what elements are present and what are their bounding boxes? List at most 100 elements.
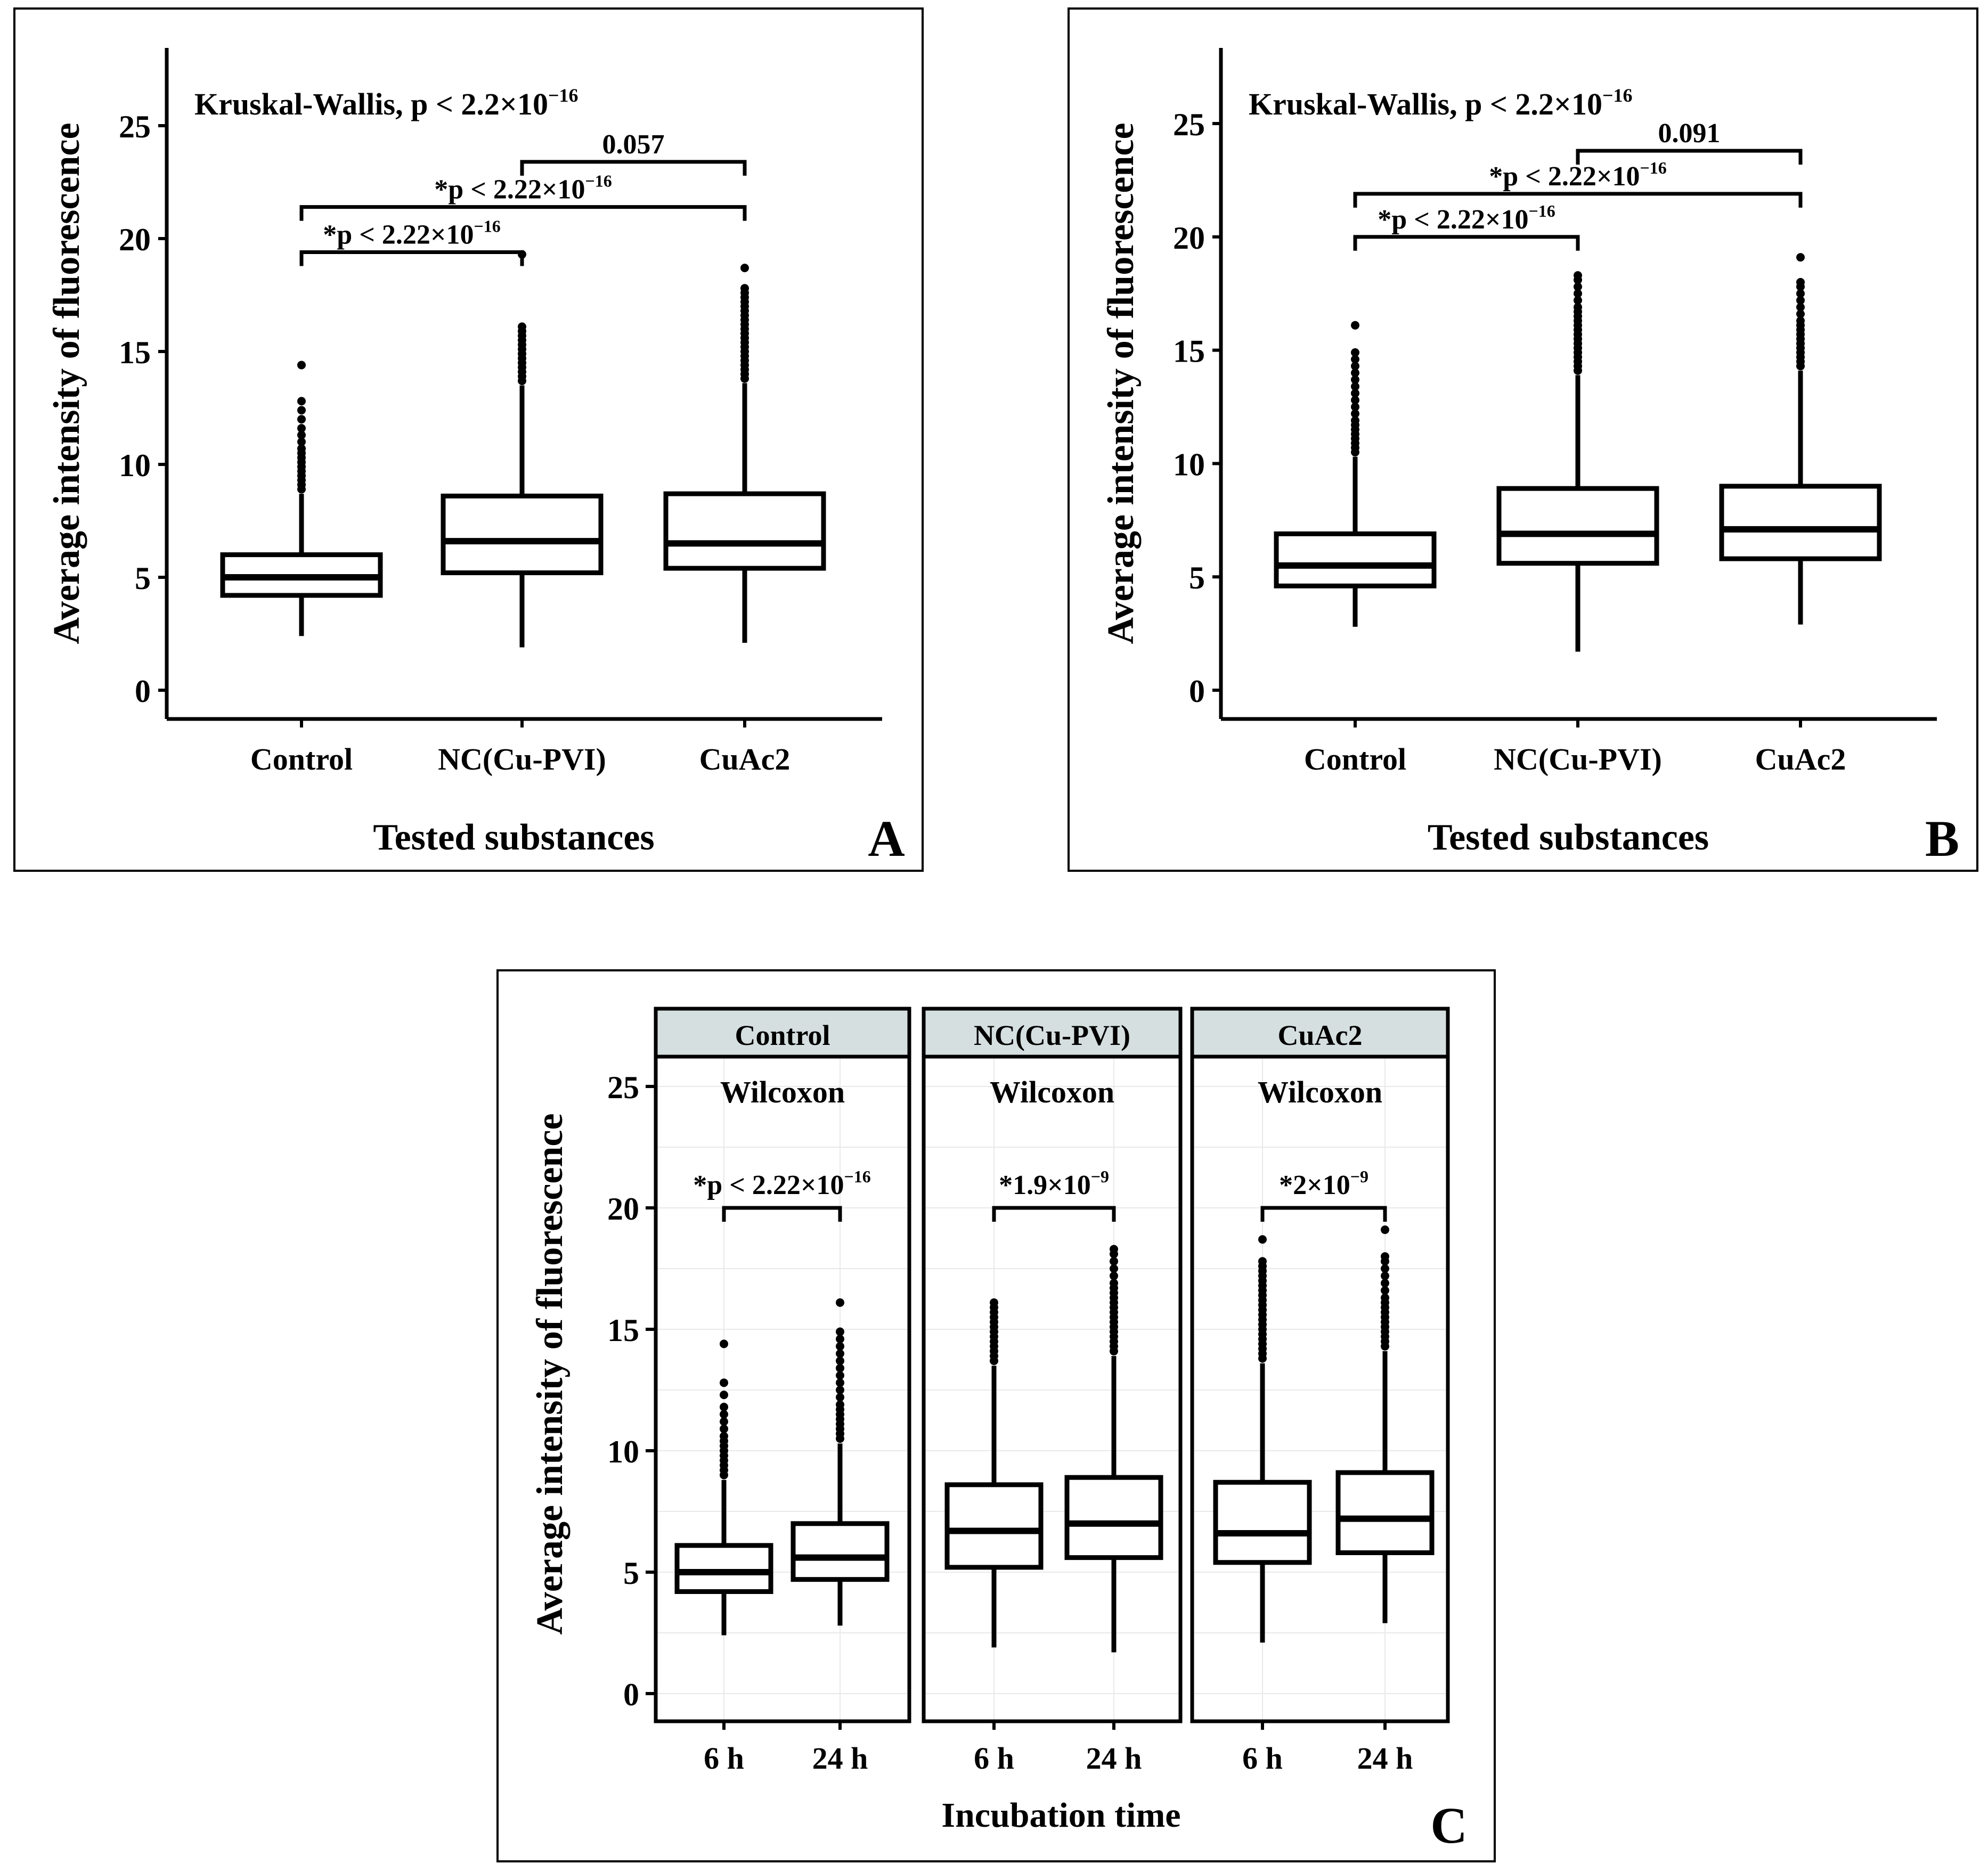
box-0-outlier bbox=[297, 430, 306, 439]
box-0-outlier bbox=[1351, 382, 1359, 391]
box-2-1-outlier bbox=[1381, 1286, 1389, 1295]
significance-label: *p < 2.22×10−16 bbox=[1489, 158, 1666, 192]
box-2-outlier bbox=[1796, 303, 1805, 312]
y-tick-label: 5 bbox=[623, 1556, 639, 1591]
box-0-0-outlier bbox=[720, 1378, 728, 1387]
box-2-outlier bbox=[1796, 296, 1805, 305]
test-label: Kruskal-Wallis, p < 2.2×10−16 bbox=[194, 85, 578, 121]
x-tick-label: 6 h bbox=[974, 1741, 1014, 1776]
x-tick-label: 24 h bbox=[1086, 1741, 1142, 1776]
facet-strip bbox=[654, 1007, 911, 1059]
box-2-outlier bbox=[1796, 316, 1805, 325]
box-0-1-outlier bbox=[836, 1386, 844, 1394]
panel-letter: B bbox=[1925, 810, 1959, 867]
box-0-outlier bbox=[297, 444, 306, 453]
significance-label: 0.091 bbox=[1658, 118, 1721, 149]
test-label: Wilcoxon bbox=[990, 1075, 1114, 1109]
significance-bracket bbox=[299, 250, 524, 266]
y-tick-label: 10 bbox=[607, 1434, 639, 1469]
box-1-outlier bbox=[1574, 282, 1582, 291]
x-tick-label: Control bbox=[1304, 742, 1406, 776]
box-0-outlier bbox=[297, 406, 306, 415]
box-2-1-outlier bbox=[1381, 1225, 1389, 1235]
significance-label: *p < 2.22×10−16 bbox=[1378, 201, 1555, 235]
box-0-outlier bbox=[1351, 362, 1359, 371]
box-0-box bbox=[1274, 531, 1437, 588]
box-0-1-outlier bbox=[836, 1371, 844, 1380]
panel-c-plot: 0 5 10 15 20 25 Average intensity of fluoresce… bbox=[529, 1007, 1468, 1854]
box-0-outlier bbox=[297, 397, 306, 406]
box-0-0-outlier bbox=[720, 1402, 728, 1411]
significance-label: *2×10−9 bbox=[1279, 1167, 1368, 1200]
box-1-1-outlier bbox=[1110, 1271, 1118, 1280]
y-tick-label: 15 bbox=[607, 1313, 639, 1348]
y-tick-label: 20 bbox=[119, 222, 151, 257]
box-0-outlier bbox=[1351, 409, 1359, 418]
box-0-1-outlier bbox=[836, 1349, 844, 1358]
box-2-0-outlier bbox=[1258, 1257, 1267, 1266]
y-tick-label: 5 bbox=[135, 561, 151, 596]
y-axis-title: Average intensity of fluorescence bbox=[46, 122, 87, 644]
panel-a-plot: 0 5 10 15 20 25 Average intensity of fluoresce… bbox=[46, 48, 905, 867]
box-2-0-outlier bbox=[1258, 1235, 1267, 1244]
panel-b-frame bbox=[1068, 7, 1978, 872]
x-tick-label: Control bbox=[250, 742, 353, 776]
box-0-outlier bbox=[1351, 416, 1359, 425]
facet-title: CuAc2 bbox=[1278, 1019, 1363, 1051]
significance-bracket bbox=[722, 1206, 842, 1222]
facet-cuac2: CuAc2 Wilcoxon *2×10−9 6 h 24 h bbox=[1190, 1007, 1450, 1776]
panel-a: 0 5 10 15 20 25 Average intensity of fluoresce… bbox=[13, 7, 924, 872]
box-0-1-outlier bbox=[836, 1378, 844, 1387]
box-2-1-outlier bbox=[1381, 1279, 1389, 1288]
box-2-box bbox=[663, 491, 826, 571]
box-2-outlier bbox=[740, 264, 749, 273]
box-0-outlier bbox=[1351, 355, 1359, 364]
box-1-1-outlier bbox=[1110, 1245, 1118, 1254]
y-tick-label: 0 bbox=[623, 1677, 639, 1712]
box-2-1-box bbox=[1335, 1470, 1435, 1556]
y-tick-label: 25 bbox=[119, 109, 151, 144]
significance-label: *p < 2.22×10−16 bbox=[693, 1167, 870, 1200]
significance-label: *p < 2.22×10−16 bbox=[434, 171, 612, 205]
panel-c: 0 5 10 15 20 25 Average intensity of fluoresce… bbox=[496, 969, 1496, 1862]
box-1-outlier bbox=[1574, 303, 1582, 312]
box-2-box bbox=[1719, 484, 1882, 561]
box-2-1-outlier bbox=[1381, 1252, 1389, 1261]
y-tick-label: 15 bbox=[1173, 334, 1205, 369]
x-tick-label: 24 h bbox=[812, 1741, 868, 1776]
box-0-outlier bbox=[1351, 396, 1359, 405]
box-0-outlier bbox=[1351, 348, 1359, 357]
x-tick-label: 6 h bbox=[1242, 1741, 1283, 1776]
facet-nc-cu-pvi-: NC(Cu-PVI) Wilcoxon *1.9×10−9 6 h 24 h bbox=[922, 1007, 1183, 1776]
y-tick-label: 10 bbox=[119, 448, 151, 483]
significance-label: 0.057 bbox=[602, 129, 665, 160]
box-1-box bbox=[1496, 486, 1659, 566]
box-2-outlier bbox=[740, 284, 749, 293]
y-tick-label: 5 bbox=[1189, 560, 1205, 595]
test-label: Kruskal-Wallis, p < 2.2×10−16 bbox=[1249, 85, 1632, 121]
significance-bracket bbox=[1260, 1206, 1387, 1222]
box-1-box bbox=[441, 493, 604, 576]
box-1-1-box bbox=[1064, 1475, 1163, 1560]
facet-border bbox=[1190, 1054, 1450, 1723]
box-0-outlier bbox=[1351, 403, 1359, 411]
box-0-outlier bbox=[297, 361, 306, 370]
box-2-outlier bbox=[1796, 309, 1805, 318]
box-0-0-box bbox=[674, 1543, 773, 1594]
box-1-0-box bbox=[944, 1482, 1044, 1570]
box-2-outlier bbox=[1796, 289, 1805, 298]
facet-border bbox=[654, 1054, 911, 1723]
box-0-0-outlier bbox=[720, 1432, 728, 1441]
significance-bracket bbox=[299, 205, 747, 221]
box-1-1-outlier bbox=[1110, 1257, 1118, 1266]
x-tick-label: 6 h bbox=[704, 1741, 744, 1776]
box-1-0-outlier bbox=[990, 1298, 998, 1307]
box-1-outlier bbox=[518, 322, 526, 331]
box-0-1-outlier bbox=[836, 1363, 844, 1372]
panel-letter: C bbox=[1430, 1797, 1467, 1854]
significance-bracket bbox=[992, 1206, 1116, 1222]
box-0-1-outlier bbox=[836, 1327, 844, 1336]
facet-control: Control Wilcoxon *p < 2.22×10−16 6 h 24 h bbox=[654, 1007, 911, 1776]
panel-b: 0 5 10 15 20 25 Average intensity of fluoresce… bbox=[1068, 7, 1978, 872]
